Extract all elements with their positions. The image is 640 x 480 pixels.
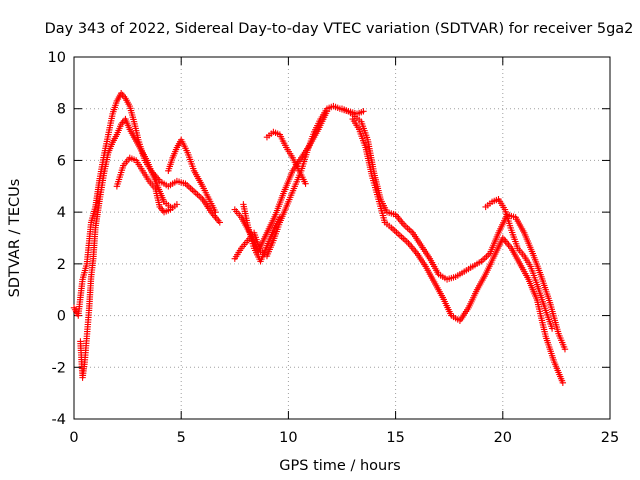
y-tick-label: 8: [57, 102, 66, 118]
x-tick-label: 25: [601, 430, 619, 446]
data-point: [360, 108, 367, 115]
data-point: [323, 108, 331, 115]
series-track-k: [482, 196, 556, 332]
series-track-d: [165, 136, 219, 216]
y-tick-label: -2: [52, 360, 66, 376]
data-point: [173, 201, 181, 208]
x-tick-label: 0: [69, 430, 78, 446]
chart-title: Day 343 of 2022, Sidereal Day-to-day VTE…: [45, 21, 634, 37]
plot-frame: [73, 56, 611, 420]
series-track-c: [113, 154, 181, 216]
x-tick-labels: 0 5 10 15 20 25: [69, 430, 619, 446]
data-point: [216, 219, 223, 226]
y-tick-label: 0: [57, 309, 66, 325]
data-point: [302, 180, 309, 187]
data-points: [70, 90, 569, 386]
y-tick-label: -4: [52, 412, 66, 428]
x-tick-label: 15: [386, 430, 404, 446]
data-point: [276, 214, 284, 221]
x-tick-label: 20: [494, 430, 512, 446]
series-track-h: [263, 128, 309, 187]
data-point: [559, 379, 567, 386]
y-axis-label: SDTVAR / TECUs: [7, 179, 23, 298]
x-axis-label: GPS time / hours: [279, 458, 400, 474]
data-point: [212, 208, 219, 216]
y-tick-label: 4: [57, 205, 66, 221]
y-tick-label: 10: [48, 50, 66, 66]
y-tick-labels: -4 -2 0 2 4 6 8 10: [48, 50, 66, 428]
data-point: [561, 345, 569, 353]
y-tick-label: 2: [57, 257, 66, 273]
data-point: [548, 325, 556, 332]
x-tick-label: 10: [279, 430, 297, 446]
series-track-j: [349, 115, 567, 386]
x-tick-label: 5: [177, 430, 186, 446]
y-tick-label: 6: [57, 153, 66, 169]
series-track-g: [240, 201, 284, 265]
series-track-b: [77, 115, 174, 381]
